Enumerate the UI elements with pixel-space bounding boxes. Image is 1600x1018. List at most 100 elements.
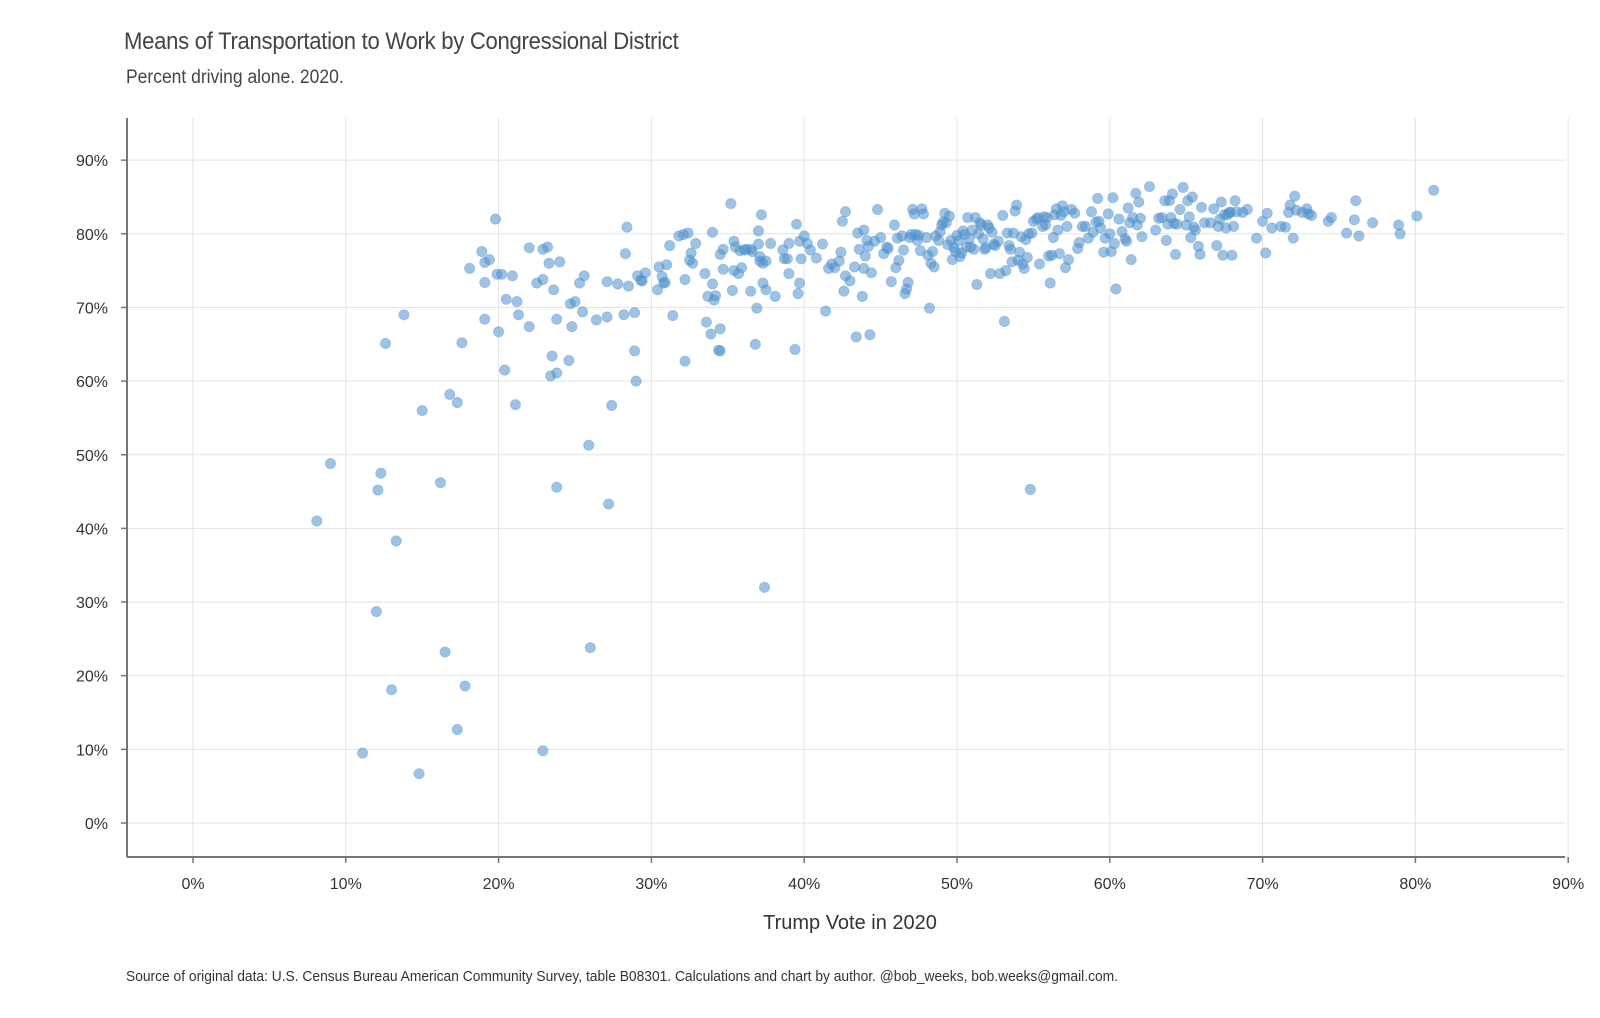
data-point xyxy=(621,221,633,233)
data-point xyxy=(749,338,761,350)
data-point xyxy=(583,439,595,451)
data-point xyxy=(512,309,525,321)
y-tick-label: 30% xyxy=(76,595,108,612)
data-point xyxy=(1428,184,1440,196)
data-point xyxy=(1010,199,1023,211)
data-point xyxy=(705,328,717,340)
data-point xyxy=(451,723,463,736)
data-point xyxy=(1026,227,1038,239)
data-points xyxy=(311,181,1440,780)
data-point xyxy=(456,337,468,349)
data-point xyxy=(1266,222,1278,234)
data-point xyxy=(379,337,392,350)
data-point xyxy=(859,250,871,262)
y-tick-label: 40% xyxy=(76,521,108,538)
data-point xyxy=(1169,248,1182,260)
data-point xyxy=(1061,220,1073,232)
data-point xyxy=(1228,220,1240,232)
data-point xyxy=(1287,232,1299,244)
data-point xyxy=(793,277,806,289)
data-point xyxy=(1166,188,1179,200)
data-point xyxy=(444,388,456,400)
data-point xyxy=(810,252,823,264)
data-point xyxy=(752,225,765,237)
data-point xyxy=(372,484,384,496)
data-point xyxy=(864,329,876,341)
data-point xyxy=(1348,214,1360,226)
data-point xyxy=(920,231,933,244)
data-point xyxy=(324,457,337,470)
data-point xyxy=(578,270,590,282)
data-point xyxy=(897,244,910,256)
data-point xyxy=(584,642,596,654)
data-point xyxy=(760,255,772,267)
data-point xyxy=(612,278,624,290)
data-point xyxy=(917,208,930,220)
data-point xyxy=(479,276,491,288)
data-point xyxy=(1160,234,1172,246)
data-point xyxy=(804,244,816,256)
data-point xyxy=(499,364,511,376)
data-point xyxy=(1062,254,1075,266)
data-point xyxy=(709,290,722,302)
x-tick-label: 70% xyxy=(1247,876,1279,893)
data-point xyxy=(1260,247,1272,259)
data-point xyxy=(781,253,794,265)
data-point xyxy=(752,238,765,250)
data-point xyxy=(1125,254,1137,266)
data-point xyxy=(500,293,512,305)
x-axis-ticks: 0% 10% 20% 30% 40% 50% 60% 70% 80% 90% xyxy=(181,857,1584,893)
data-point xyxy=(1150,224,1162,236)
data-point xyxy=(651,284,664,296)
data-point xyxy=(1024,483,1036,495)
data-point xyxy=(476,245,488,258)
data-point xyxy=(968,243,980,255)
data-point xyxy=(1121,235,1133,247)
data-point xyxy=(679,273,691,286)
data-point xyxy=(1257,215,1269,227)
y-axis-ticks: 0% 10% 20% 30% 40% 50% 60% 70% 80% 90% xyxy=(76,153,127,833)
data-point xyxy=(576,306,589,318)
y-tick-label: 0% xyxy=(85,816,108,833)
data-point xyxy=(1133,196,1145,208)
data-point xyxy=(551,367,563,379)
data-point xyxy=(725,198,737,210)
data-point xyxy=(1186,191,1198,203)
x-tick-label: 40% xyxy=(788,876,820,893)
data-point xyxy=(758,581,771,593)
x-tick-label: 10% xyxy=(330,876,362,893)
data-point xyxy=(986,226,998,238)
data-point xyxy=(413,768,425,780)
data-point xyxy=(1079,220,1092,232)
data-point xyxy=(902,276,914,288)
data-point xyxy=(1021,251,1033,263)
data-point xyxy=(1195,201,1208,213)
data-point xyxy=(1241,203,1253,216)
data-point xyxy=(664,240,676,252)
data-point xyxy=(790,218,803,230)
data-point xyxy=(1044,277,1056,289)
data-point xyxy=(659,276,671,288)
data-point xyxy=(769,290,781,302)
data-point xyxy=(590,314,603,326)
chart-title: Means of Transportation to Work by Congr… xyxy=(124,28,679,55)
data-point xyxy=(398,309,410,321)
data-point xyxy=(1092,192,1104,204)
data-point xyxy=(871,203,884,216)
data-point xyxy=(885,276,897,288)
data-point xyxy=(714,345,726,357)
data-point xyxy=(746,245,758,258)
data-point xyxy=(1122,202,1134,214)
data-point xyxy=(451,396,463,409)
data-point xyxy=(311,515,323,527)
data-point xyxy=(706,278,719,290)
data-point xyxy=(509,399,522,411)
data-point xyxy=(1211,240,1223,252)
data-point xyxy=(1107,192,1119,204)
data-point xyxy=(755,209,768,221)
data-point xyxy=(601,276,613,288)
data-point xyxy=(537,745,549,757)
data-point xyxy=(735,262,748,274)
x-tick-label: 60% xyxy=(1094,876,1126,893)
